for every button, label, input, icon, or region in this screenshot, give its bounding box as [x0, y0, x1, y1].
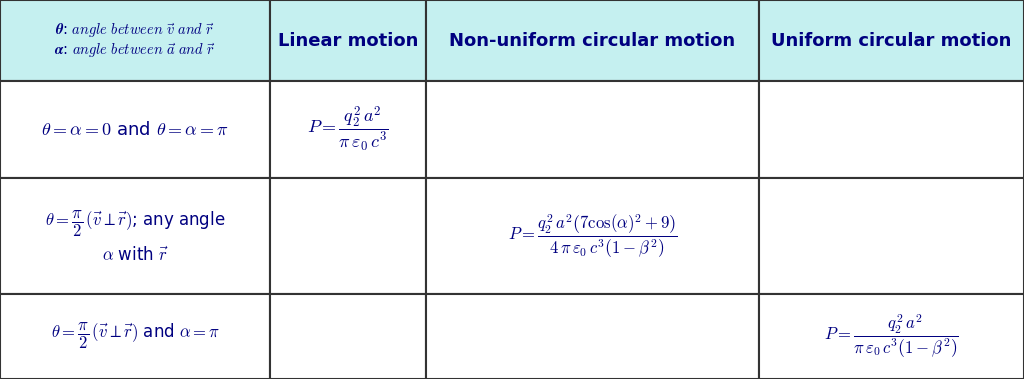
Text: $\theta=\dfrac{\pi}{2}\,(\vec{v}\perp\vec{r})$; any angle
$\alpha$ with $\vec{r}: $\theta=\dfrac{\pi}{2}\,(\vec{v}\perp\ve… — [45, 208, 225, 263]
Bar — [0, 294, 270, 379]
Bar — [759, 178, 1024, 294]
Text: $P=\dfrac{q_2^2\,a^2\left(7\cos(\alpha)^2+9\right)}{4\,\pi\,\varepsilon_0\,c^3\l: $P=\dfrac{q_2^2\,a^2\left(7\cos(\alpha)^… — [508, 212, 677, 260]
Text: Linear motion: Linear motion — [278, 32, 419, 50]
Bar — [426, 178, 759, 294]
Bar — [0, 178, 270, 294]
Bar — [0, 0, 270, 81]
Bar — [270, 178, 426, 294]
Bar — [426, 81, 759, 178]
Text: $\theta=\dfrac{\pi}{2}\,(\vec{v}\perp\vec{r})$ and $\alpha=\pi$: $\theta=\dfrac{\pi}{2}\,(\vec{v}\perp\ve… — [50, 321, 220, 351]
Bar — [0, 81, 270, 178]
Bar — [270, 294, 426, 379]
Bar — [426, 294, 759, 379]
Text: Non-uniform circular motion: Non-uniform circular motion — [450, 32, 735, 50]
Bar — [759, 81, 1024, 178]
Text: Uniform circular motion: Uniform circular motion — [771, 32, 1012, 50]
Text: $\boldsymbol{\alpha}$: $\mathit{angle\ between}\ \vec{a}\ \mathit{and}\ \vec{r}$: $\boldsymbol{\alpha}$: $\mathit{angle\ b… — [54, 41, 216, 60]
Bar — [759, 294, 1024, 379]
Text: $P=\dfrac{q_2^2\,a^2}{\pi\,\varepsilon_0\,c^3}$: $P=\dfrac{q_2^2\,a^2}{\pi\,\varepsilon_0… — [307, 105, 389, 154]
Text: $\theta=\alpha=0$ and $\theta=\alpha=\pi$: $\theta=\alpha=0$ and $\theta=\alpha=\pi… — [41, 121, 229, 139]
Text: $P=\dfrac{q_2^2\,a^2}{\pi\,\varepsilon_0\,c^3\left(1-\beta^2\right)}$: $P=\dfrac{q_2^2\,a^2}{\pi\,\varepsilon_0… — [824, 313, 958, 360]
Bar — [270, 81, 426, 178]
Text: $\boldsymbol{\theta}$: $\mathit{angle\ between}\ \vec{v}\ \mathit{and}\ \vec{r}$: $\boldsymbol{\theta}$: $\mathit{angle\ b… — [55, 22, 215, 41]
Bar — [759, 0, 1024, 81]
Bar — [426, 0, 759, 81]
Bar — [270, 0, 426, 81]
